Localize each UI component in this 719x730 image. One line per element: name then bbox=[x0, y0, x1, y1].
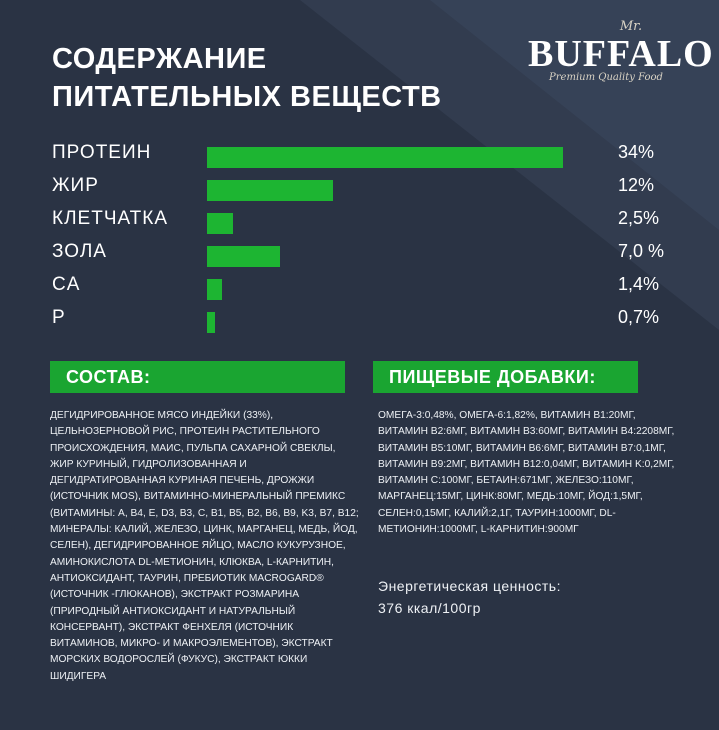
logo-tagline: Premium Quality Food bbox=[549, 72, 663, 83]
value-label: 12% bbox=[618, 175, 655, 195]
title-line-2: питательных веществ bbox=[52, 81, 442, 113]
bar bbox=[207, 213, 234, 234]
bar bbox=[207, 312, 215, 333]
chart-row: КЛЕТЧАТКА 2,5% bbox=[52, 206, 692, 238]
logo-mr: Mr. bbox=[619, 19, 643, 34]
value-label: 1,4% bbox=[618, 274, 660, 294]
chart-row: CA 1,4% bbox=[52, 272, 692, 304]
energy-value: 376 ккал/100гр bbox=[378, 600, 481, 616]
category-label: ЖИР bbox=[52, 175, 99, 196]
bar bbox=[207, 180, 333, 201]
brand-logo: Mr. BUFFALO Premium Quality Food bbox=[528, 19, 714, 84]
category-label: ЗОЛА bbox=[52, 241, 107, 262]
category-label: КЛЕТЧАТКА bbox=[52, 208, 169, 229]
nutrient-bar-chart: ПРОТЕИН 34% ЖИР 12% КЛЕТЧАТКА 2,5% ЗОЛА 7,0 % CA… bbox=[52, 140, 692, 340]
chart-row: ЗОЛА 7,0 % bbox=[52, 239, 692, 271]
bar bbox=[207, 279, 222, 300]
category-label: ПРОТЕИН bbox=[52, 142, 152, 163]
value-label: 2,5% bbox=[618, 208, 660, 228]
value-label: 7,0 % bbox=[618, 241, 665, 261]
chart-row: ЖИР 12% bbox=[52, 173, 692, 205]
energy-label: Энергетическая ценность: bbox=[378, 578, 561, 594]
composition-heading: СОСТАВ: bbox=[50, 361, 345, 393]
category-label: P bbox=[52, 307, 66, 328]
value-label: 34% bbox=[618, 142, 655, 162]
chart-row: P 0,7% bbox=[52, 305, 692, 337]
composition-text: Дегидрированное мясо индейки (33%), цель… bbox=[50, 410, 359, 682]
category-label: CA bbox=[52, 274, 81, 295]
chart-row: ПРОТЕИН 34% bbox=[52, 140, 692, 172]
additives-heading: ПИЩЕВЫЕ ДОБАВКИ: bbox=[373, 361, 638, 393]
additives-text: Омега-3:0,48%, Омега-6:1,82%, витамин B1… bbox=[378, 410, 675, 536]
title-line-1: Содержание bbox=[52, 43, 267, 75]
bar bbox=[207, 147, 563, 168]
value-label: 0,7% bbox=[618, 307, 660, 327]
page-title: Содержание питательных веществ bbox=[52, 40, 442, 116]
logo-name: BUFFALO bbox=[528, 33, 714, 75]
bar bbox=[207, 246, 281, 267]
